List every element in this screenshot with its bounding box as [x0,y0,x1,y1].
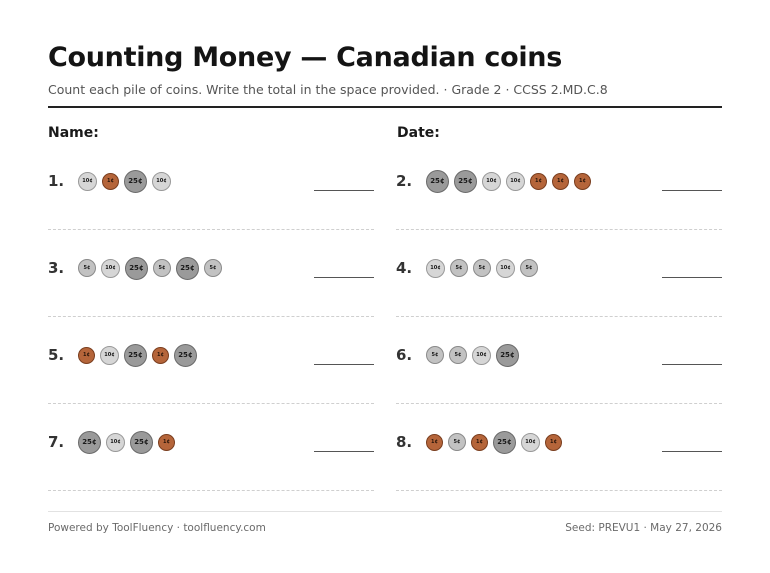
coin-5-cent: 5¢ [473,259,491,277]
coin-25-cent: 25¢ [426,169,449,193]
coin-pile: 1¢ 5¢ 1¢ 25¢ 10¢ 1¢ [426,430,562,454]
problem-7: 7. 25¢ 10¢ 25¢ 1¢ [48,404,374,491]
row-divider [396,229,722,230]
coin-pile: 5¢ 10¢ 25¢ 5¢ 25¢ 5¢ [78,256,222,280]
coin-5-cent: 5¢ [78,259,96,277]
name-field-label: Name: [48,125,99,141]
answer-blank[interactable] [314,190,374,191]
date-field-label: Date: [397,125,440,141]
coin-1-cent: 1¢ [471,433,488,451]
problem-4: 4. 10¢ 5¢ 5¢ 10¢ 5¢ [396,230,722,317]
problem-3: 3. 5¢ 10¢ 25¢ 5¢ 25¢ 5¢ [48,230,374,317]
coin-1-cent: 1¢ [152,346,169,364]
problem-5: 5. 1¢ 10¢ 25¢ 1¢ 25¢ [48,317,374,404]
answer-blank[interactable] [314,364,374,365]
problem-8: 8. 1¢ 5¢ 1¢ 25¢ 10¢ 1¢ [396,404,722,491]
answer-blank[interactable] [314,277,374,278]
coin-5-cent: 5¢ [450,259,468,277]
coin-pile: 10¢ 5¢ 5¢ 10¢ 5¢ [426,256,538,280]
problem-number: 2. [396,172,413,190]
coin-1-cent: 1¢ [574,172,591,190]
row-divider [396,316,722,317]
coin-5-cent: 5¢ [204,259,222,277]
page-title: Counting Money — Canadian coins [48,42,562,73]
problem-6: 6. 5¢ 5¢ 10¢ 25¢ [396,317,722,404]
footer-divider [48,511,722,512]
answer-blank[interactable] [662,364,722,365]
row-divider [48,490,374,491]
problem-number: 4. [396,259,413,277]
coin-5-cent: 5¢ [520,259,538,277]
coin-1-cent: 1¢ [552,172,569,190]
problem-number: 1. [48,172,65,190]
coin-5-cent: 5¢ [153,259,171,277]
row-divider [396,403,722,404]
problem-number: 3. [48,259,65,277]
coin-10-cent: 10¢ [496,258,515,278]
coin-5-cent: 5¢ [426,346,444,364]
coin-1-cent: 1¢ [426,433,443,451]
coin-5-cent: 5¢ [448,433,466,451]
coin-25-cent: 25¢ [174,343,197,367]
coin-25-cent: 25¢ [78,430,101,454]
footer-seed: Seed: PREVU1 · May 27, 2026 [565,522,722,534]
coin-25-cent: 25¢ [124,343,147,367]
problem-number: 5. [48,346,65,364]
coin-10-cent: 10¢ [521,432,540,452]
header-divider [48,106,722,108]
coin-10-cent: 10¢ [426,258,445,278]
coin-5-cent: 5¢ [449,346,467,364]
page-subtitle: Count each pile of coins. Write the tota… [48,82,608,97]
coin-pile: 10¢ 1¢ 25¢ 10¢ [78,169,171,193]
problem-1: 1. 10¢ 1¢ 25¢ 10¢ [48,143,374,230]
coin-25-cent: 25¢ [496,343,519,367]
coin-10-cent: 10¢ [78,171,97,191]
coin-10-cent: 10¢ [106,432,125,452]
row-divider [48,316,374,317]
problem-2: 2. 25¢ 25¢ 10¢ 10¢ 1¢ 1¢ 1¢ [396,143,722,230]
coin-1-cent: 1¢ [158,433,175,451]
problem-number: 7. [48,433,65,451]
coin-25-cent: 25¢ [125,256,148,280]
problem-number: 8. [396,433,413,451]
coin-25-cent: 25¢ [176,256,199,280]
answer-blank[interactable] [314,451,374,452]
row-divider [396,490,722,491]
footer-credit: Powered by ToolFluency · toolfluency.com [48,522,266,534]
coin-1-cent: 1¢ [530,172,547,190]
row-divider [48,403,374,404]
coin-25-cent: 25¢ [493,430,516,454]
coin-25-cent: 25¢ [124,169,147,193]
answer-blank[interactable] [662,451,722,452]
coin-10-cent: 10¢ [506,171,525,191]
coin-10-cent: 10¢ [101,258,120,278]
coin-10-cent: 10¢ [482,171,501,191]
answer-blank[interactable] [662,190,722,191]
problem-number: 6. [396,346,413,364]
coin-1-cent: 1¢ [102,172,119,190]
coin-10-cent: 10¢ [472,345,491,365]
coin-pile: 5¢ 5¢ 10¢ 25¢ [426,343,519,367]
coin-pile: 1¢ 10¢ 25¢ 1¢ 25¢ [78,343,197,367]
coin-1-cent: 1¢ [78,346,95,364]
coin-pile: 25¢ 10¢ 25¢ 1¢ [78,430,175,454]
coin-1-cent: 1¢ [545,433,562,451]
answer-blank[interactable] [662,277,722,278]
coin-pile: 25¢ 25¢ 10¢ 10¢ 1¢ 1¢ 1¢ [426,169,591,193]
coin-25-cent: 25¢ [130,430,153,454]
coin-10-cent: 10¢ [100,345,119,365]
row-divider [48,229,374,230]
coin-25-cent: 25¢ [454,169,477,193]
coin-10-cent: 10¢ [152,171,171,191]
